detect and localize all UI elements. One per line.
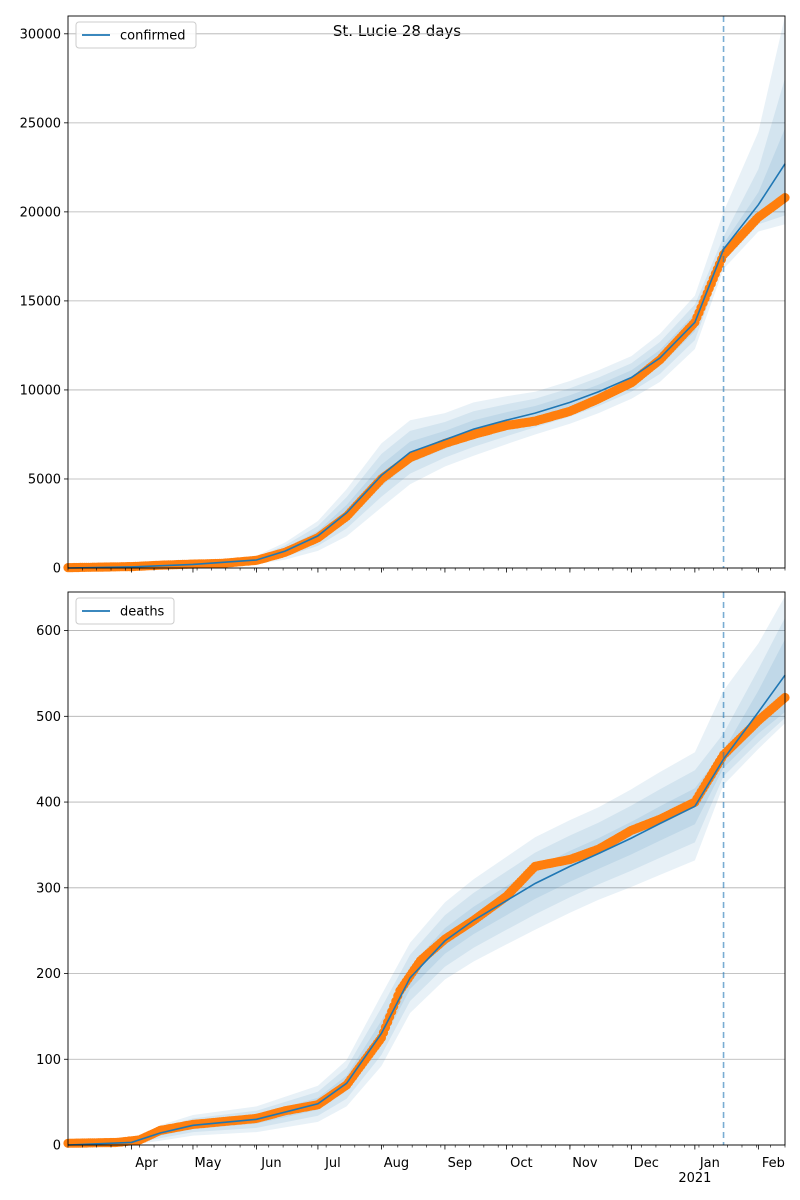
x-tick-label: Dec (634, 1156, 659, 1171)
x-tick-label: Sep (448, 1156, 473, 1171)
y-tick-label: 600 (36, 624, 61, 639)
y-tick-label: 10000 (20, 383, 61, 398)
deaths-panel: 0 100 200 300 400 500 600 Apr May Jun Jul Aug Sep Oct… (36, 591, 790, 1186)
model-line (67, 163, 786, 569)
y-tick-label: 200 (36, 967, 61, 982)
y-tick-label: 0 (53, 562, 61, 577)
confidence-band (68, 596, 785, 1145)
y-tick-label: 20000 (20, 205, 61, 220)
confidence-band (68, 128, 785, 568)
x-tick-label: Oct (510, 1156, 532, 1171)
confidence-band (68, 617, 785, 1145)
x-tick-label: Aug (384, 1156, 409, 1171)
y-tick-label: 25000 (20, 116, 61, 131)
y-tick-label: 0 (53, 1139, 61, 1154)
y-tick-label: 300 (36, 881, 61, 896)
x-tick-label: May (195, 1156, 222, 1171)
confirmed-panel: 0 5000 10000 15000 20000 25000 30000 confirmed (20, 15, 790, 577)
y-tick-label: 5000 (28, 472, 61, 487)
y-tick-label: 15000 (20, 294, 61, 309)
y-tick-label: 400 (36, 796, 61, 811)
legend-label: deaths (120, 605, 165, 620)
x-tick-label: Feb (762, 1156, 785, 1171)
x-tick-label: Apr (135, 1156, 158, 1171)
y-tick-label: 30000 (20, 27, 61, 42)
legend-box (75, 21, 197, 49)
x-tick-label: Nov (572, 1156, 598, 1171)
axes-frame (67, 591, 786, 1146)
confidence-band (68, 639, 785, 1145)
x-tick-label: Jul (324, 1156, 341, 1171)
x-tick-label: Jun (260, 1156, 281, 1171)
confidence-band (68, 16, 785, 568)
chart-title: St. Lucie 28 days (333, 22, 461, 40)
x-year-label: 2021 (678, 1171, 711, 1186)
axes-frame (67, 15, 786, 569)
x-tick-label: Jan (699, 1156, 720, 1171)
y-tick-label: 500 (36, 710, 61, 725)
legend-box (75, 597, 175, 625)
legend-label: confirmed (120, 29, 186, 44)
y-tick-label: 100 (36, 1053, 61, 1068)
model-line (67, 674, 786, 1146)
